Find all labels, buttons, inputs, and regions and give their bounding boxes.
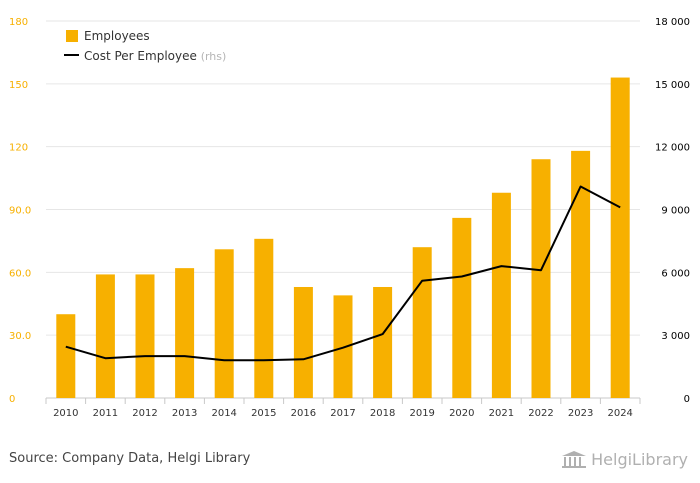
bar-employees	[531, 159, 551, 398]
x-axis-tick-label: 2010	[53, 408, 78, 419]
x-axis-tick-label: 2014	[211, 408, 236, 419]
bar-employees	[412, 247, 432, 398]
right-axis-tick-label: 3 000	[661, 331, 690, 342]
bar-employees	[56, 314, 76, 398]
x-axis-tick-label: 2017	[330, 408, 355, 419]
left-axis-tick-label: 120	[9, 143, 28, 154]
right-axis-tick-label: 12 000	[655, 143, 690, 154]
left-axis-tick-label: 150	[9, 80, 28, 91]
right-axis-tick-label: 6 000	[661, 268, 690, 279]
x-axis-tick-label: 2020	[449, 408, 474, 419]
left-axis-tick-label: 0	[9, 394, 15, 405]
x-axis-tick-label: 2012	[132, 408, 157, 419]
source-note: Source: Company Data, Helgi Library	[9, 451, 251, 466]
x-axis-tick-label: 2016	[291, 408, 316, 419]
library-building-icon	[562, 450, 587, 468]
left-axis-tick-label: 60.0	[9, 268, 31, 279]
left-axis-tick-label: 180	[9, 17, 28, 28]
x-axis-tick-label: 2018	[370, 408, 395, 419]
bar-employees	[214, 249, 234, 398]
legend-label-employees: Employees	[84, 29, 150, 43]
logo-text: HelgiLibrary	[591, 450, 688, 469]
x-axis-tick-label: 2023	[568, 408, 593, 419]
left-axis-tick-label: 30.0	[9, 331, 31, 342]
x-axis-tick-label: 2015	[251, 408, 276, 419]
bar-employees	[452, 217, 472, 398]
bar-employees	[491, 192, 511, 398]
line-cost-per-employee	[65, 185, 621, 362]
bar-employees	[175, 268, 195, 398]
bar-employees	[254, 238, 274, 398]
bar-employees	[135, 274, 155, 398]
legend-rhs-suffix: (rhs)	[201, 50, 227, 63]
bar-employees	[95, 274, 115, 398]
chart: 0 30.0 60.0 90.0 120 150 180 0 3 000 6 000 9 000 12…	[9, 17, 690, 419]
right-axis-tick-label: 0	[684, 394, 690, 405]
x-axis-tick-label: 2021	[489, 408, 514, 419]
bar-employees	[293, 286, 313, 398]
bar-employees	[610, 77, 630, 399]
x-axis-tick-label: 2011	[93, 408, 118, 419]
left-axis-tick-label: 90.0	[9, 206, 31, 217]
right-axis-tick-label: 9 000	[661, 206, 690, 217]
helgi-library-logo: HelgiLibrary	[561, 450, 688, 469]
x-axis-tick-label: 2024	[607, 408, 632, 419]
bar-employees	[373, 286, 393, 398]
x-axis-tick-label: 2019	[409, 408, 434, 419]
right-axis-tick-label: 15 000	[655, 80, 690, 91]
legend-label-cost-per-employee: Cost Per Employee (rhs)	[84, 49, 226, 63]
x-axis-tick-label: 2022	[528, 408, 553, 419]
bar-employees	[571, 150, 591, 398]
legend-swatch-employees	[66, 30, 78, 42]
x-axis-tick-label: 2013	[172, 408, 197, 419]
right-axis-tick-label: 18 000	[655, 17, 690, 28]
